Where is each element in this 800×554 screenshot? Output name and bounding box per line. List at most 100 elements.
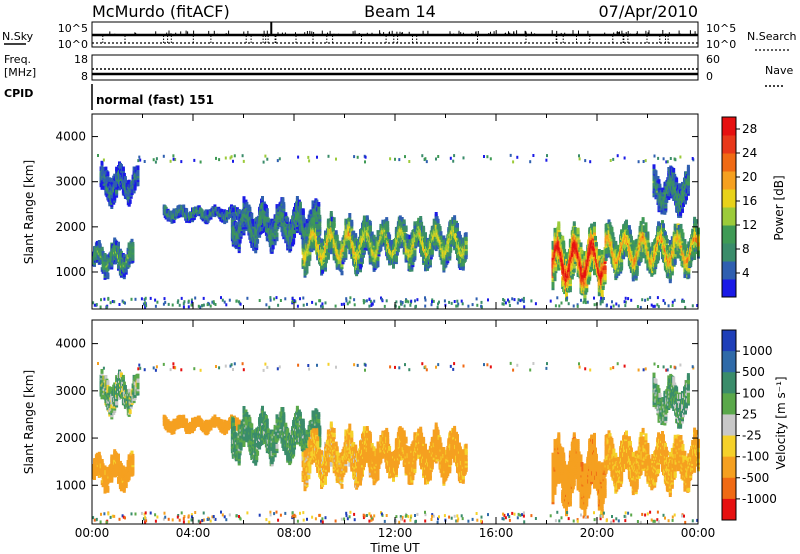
power-cell [365, 215, 369, 220]
power-cell [305, 236, 309, 242]
power-cell [561, 235, 565, 241]
noise-spikes [102, 22, 696, 43]
noise-left-tick-top: 10^5 [58, 22, 88, 35]
power-cell [302, 217, 306, 223]
power-cell [453, 215, 457, 220]
power-cell [408, 267, 412, 272]
power-cell [316, 225, 320, 230]
power-cell [245, 201, 249, 207]
power-cell [164, 206, 168, 212]
power-cell [265, 208, 269, 213]
power-cell [104, 166, 108, 172]
noise-right-tick-top: 10^5 [706, 22, 736, 35]
power-cell [242, 196, 246, 201]
power-cell [363, 228, 367, 234]
power-cell [122, 254, 126, 259]
power-cell [305, 263, 309, 268]
power-cell [551, 281, 555, 287]
power-cell [106, 171, 110, 176]
power-cell [386, 221, 390, 226]
power-cell [288, 221, 292, 227]
power-cell [127, 179, 131, 185]
power-cell [267, 227, 271, 232]
power-cell [350, 219, 354, 225]
power-cell [284, 212, 288, 217]
power-cell [372, 234, 376, 240]
power-cell [348, 213, 352, 218]
power-cell [434, 212, 438, 217]
power-cell [456, 223, 459, 228]
power-cell [265, 212, 269, 217]
cpid-text: normal (fast) 151 [96, 93, 214, 107]
power-cell [256, 239, 260, 244]
power-cell [432, 218, 436, 224]
power-cell [95, 240, 99, 246]
power-cell [419, 216, 423, 221]
freq-right-tick-bottom: 0 [706, 70, 713, 83]
power-cell [340, 270, 344, 276]
power-cell [180, 205, 184, 210]
power-cell [172, 218, 176, 224]
power-cell [370, 231, 374, 237]
power-cell [117, 241, 120, 247]
power-cell [321, 269, 325, 274]
power-cell [334, 230, 338, 235]
power-cell [100, 185, 104, 190]
power-cell [360, 235, 363, 240]
power-cell [305, 219, 309, 224]
power-cell [110, 194, 114, 199]
power-cell [97, 240, 101, 245]
power-cell [275, 204, 279, 209]
noise-panel: N.Sky 10^5 10^0 10^5 10^0 N.Search [2, 21, 797, 51]
power-cell [123, 176, 127, 181]
power-cell [93, 245, 97, 251]
power-cell [368, 257, 372, 263]
power-cell [330, 216, 334, 222]
power-cell [579, 242, 583, 247]
power-cell [329, 249, 333, 255]
power-cell [415, 230, 419, 236]
power-cell [182, 204, 186, 210]
power-cell [422, 225, 426, 231]
power-cell [363, 216, 367, 222]
power-cell [206, 210, 210, 215]
power-cell [124, 180, 128, 185]
power-cell [110, 178, 114, 183]
power-cell [318, 224, 322, 230]
power-cell [264, 204, 268, 210]
power-cell [106, 272, 110, 278]
power-cell [318, 237, 322, 242]
power-cell [281, 197, 285, 202]
power-cell [426, 266, 429, 271]
power-cell [136, 165, 140, 170]
radar-title: McMurdo (fitACF) [92, 2, 230, 21]
power-cell [576, 227, 580, 233]
power-cell [398, 219, 402, 225]
power-cell [376, 260, 380, 266]
power-cell [572, 268, 576, 273]
power-cell [442, 235, 446, 240]
power-cell [200, 209, 204, 214]
power-cell [368, 220, 372, 226]
power-cell [413, 221, 417, 226]
date-title: 07/Apr/2010 [598, 2, 698, 21]
power-cell [329, 211, 333, 216]
power-cell [436, 218, 440, 224]
power-cell [250, 212, 254, 218]
freq-right-label: Nave [765, 64, 793, 77]
power-cell [220, 209, 224, 214]
power-cell [438, 226, 442, 231]
power-cell [315, 199, 319, 205]
power-cell [344, 247, 348, 252]
power-cell [398, 215, 402, 220]
power-cell [385, 217, 389, 222]
power-cell [124, 268, 128, 273]
freq-left-tick-bottom: 8 [81, 70, 88, 83]
power-cell [301, 208, 305, 213]
power-cell [396, 247, 400, 253]
power-cell [420, 221, 424, 227]
power-cell [108, 177, 112, 182]
power-cell [115, 240, 119, 246]
